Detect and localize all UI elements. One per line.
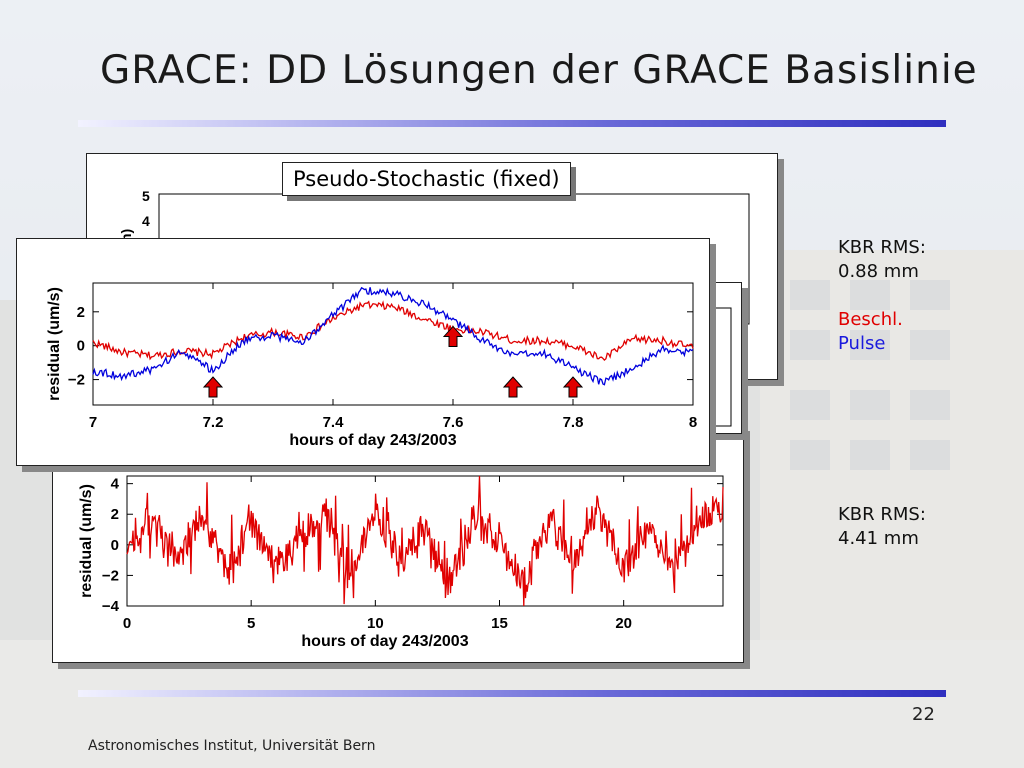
series-label-red: Beschl. [838, 309, 903, 330]
x-axis-label: hours of day 243/2003 [289, 432, 456, 449]
series-line-beschl [92, 300, 694, 362]
event-arrow [442, 325, 464, 347]
kbr1-label: KBR RMS: [838, 237, 926, 258]
event-arrow [562, 376, 584, 398]
legend-pseudo-stochastic: Pseudo-Stochastic (fixed) [282, 162, 571, 196]
footer-institution: Astronomisches Institut, Universität Ber… [88, 738, 376, 754]
chart-1h: 7 7.2 7.4 7.6 7.8 8 2 0 −2 hours of day 243/2003 r… [46, 282, 697, 449]
event-arrow [202, 376, 224, 398]
page-number: 22 [912, 704, 935, 725]
x-tick-label: 7 [89, 414, 97, 431]
x-tick-label: 7.8 [563, 414, 584, 431]
y-axis-label: residual (um/s) [46, 287, 63, 401]
back-ytick-4: 4 [142, 213, 150, 229]
kbr1-value: 0.88 mm [838, 261, 919, 282]
y-tick-label: 0 [77, 338, 85, 355]
x-tick-label: 10 [367, 615, 384, 632]
y-tick-label: 2 [77, 304, 85, 321]
series-line-beschl [126, 475, 724, 607]
x-tick-label: 20 [615, 615, 632, 632]
y-tick-label: 4 [111, 476, 120, 493]
y-tick-label: 0 [111, 537, 119, 554]
kbr2-value: 4.41 mm [838, 528, 919, 549]
title-divider [78, 120, 946, 127]
series-label-blue: Pulse [838, 333, 886, 354]
y-tick-label: 2 [111, 506, 119, 523]
x-tick-label: 7.2 [203, 414, 224, 431]
y-tick-label: −2 [68, 372, 85, 389]
footer-divider [78, 690, 946, 697]
y-tick-label: −2 [102, 567, 119, 584]
kbr-rms-block-1: KBR RMS: 0.88 mm Beschl. Pulse [838, 236, 926, 356]
x-tick-label: 7.6 [443, 414, 464, 431]
chart-1h-panel: 7 7.2 7.4 7.6 7.8 8 2 0 −2 hours of day 243/2003 r… [16, 238, 710, 466]
x-tick-label: 15 [491, 615, 508, 632]
x-tick-label: 7.4 [323, 414, 345, 431]
slide-title: GRACE: DD Lösungen der GRACE Basislinie [100, 48, 978, 93]
y-tick-label: −4 [102, 598, 120, 615]
x-tick-label: 8 [689, 414, 697, 431]
event-arrow [502, 376, 524, 398]
y-axis-label: residual (um/s) [78, 484, 95, 598]
x-axis-label: hours of day 243/2003 [301, 633, 468, 650]
kbr2-label: KBR RMS: [838, 504, 926, 525]
back-ytick-5: 5 [142, 188, 150, 204]
kbr-rms-block-2: KBR RMS: 4.41 mm [838, 503, 926, 551]
plot-frame [92, 282, 694, 406]
x-tick-label: 0 [123, 615, 131, 632]
series-line-pulse [92, 286, 694, 386]
x-tick-label: 5 [247, 615, 255, 632]
